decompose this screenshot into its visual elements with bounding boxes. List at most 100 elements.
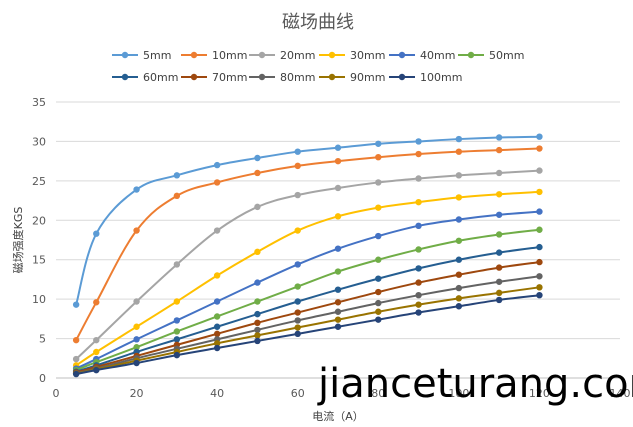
data-point <box>455 194 463 201</box>
series-20mm <box>72 167 543 363</box>
data-point <box>455 237 463 244</box>
y-tick-label: 15 <box>32 254 46 267</box>
data-point <box>173 261 181 268</box>
data-point <box>133 186 140 193</box>
y-tick-label: 35 <box>32 96 46 109</box>
data-point <box>334 308 342 315</box>
data-point <box>213 272 221 279</box>
data-point <box>495 191 503 198</box>
data-point <box>294 191 301 199</box>
data-point <box>173 317 181 324</box>
data-point <box>495 211 503 218</box>
y-tick-labels: 0 5 10 15 20 25 30 35 <box>32 96 46 385</box>
data-point <box>495 289 503 297</box>
data-point <box>133 298 140 305</box>
data-point <box>254 154 261 162</box>
data-point <box>173 172 181 179</box>
watermark-text: jianceturang.com <box>317 361 633 407</box>
data-point <box>93 299 100 306</box>
legend-item: 20mm <box>249 49 315 62</box>
legend-marker <box>190 73 198 81</box>
data-point <box>375 316 382 323</box>
data-point <box>415 198 422 206</box>
data-point <box>294 162 301 170</box>
y-tick-label: 30 <box>32 135 46 148</box>
legend-marker <box>190 51 198 59</box>
data-point <box>213 323 221 330</box>
data-point <box>254 169 261 177</box>
legend-item: 60mm <box>112 71 178 84</box>
legend-label: 80mm <box>280 71 315 84</box>
series-40mm <box>72 208 543 372</box>
data-point <box>536 188 543 196</box>
data-point <box>415 138 422 145</box>
data-point <box>495 169 503 177</box>
data-point <box>495 231 503 238</box>
data-point <box>294 227 301 234</box>
data-point <box>294 317 301 324</box>
data-point <box>455 216 463 223</box>
data-point <box>294 324 301 331</box>
data-point <box>294 330 301 338</box>
data-point <box>254 310 261 318</box>
legend-label: 40mm <box>420 49 455 62</box>
x-axis-title: 电流（A） <box>312 409 364 423</box>
data-point <box>536 243 543 251</box>
data-point <box>536 208 543 215</box>
data-point <box>415 292 422 299</box>
series-50mm <box>72 226 543 374</box>
data-point <box>415 301 422 308</box>
data-point <box>536 284 543 291</box>
data-point <box>133 323 140 330</box>
x-tick-label: 40 <box>210 387 224 400</box>
data-point <box>72 355 80 363</box>
x-tick-label: 80 <box>371 387 385 400</box>
legend-marker <box>121 73 129 81</box>
data-point <box>133 227 140 234</box>
data-point <box>415 265 422 272</box>
data-point <box>495 146 503 154</box>
data-point <box>254 319 261 326</box>
data-point <box>213 340 221 347</box>
legend-marker <box>258 51 266 59</box>
data-point <box>334 184 342 192</box>
data-point <box>455 303 463 310</box>
data-point <box>72 336 80 344</box>
data-point <box>415 309 422 316</box>
data-point <box>375 140 382 147</box>
data-point <box>294 261 301 268</box>
data-point <box>254 326 261 334</box>
series-5mm <box>72 133 543 308</box>
data-point <box>455 295 463 302</box>
x-tick-labels: 0 20 40 60 80 100 120 140 <box>53 387 631 400</box>
data-point <box>536 258 543 266</box>
data-point <box>375 288 382 296</box>
data-point <box>536 292 543 299</box>
legend-label: 50mm <box>489 49 524 62</box>
x-tick-label: 100 <box>448 387 469 400</box>
series-10mm <box>72 145 543 344</box>
data-point <box>536 273 543 280</box>
data-point <box>455 148 463 155</box>
legend-marker <box>121 51 129 59</box>
data-point <box>254 332 261 339</box>
data-point <box>133 336 140 343</box>
data-point <box>294 298 301 305</box>
data-point <box>72 370 80 378</box>
data-point <box>133 344 140 351</box>
data-point <box>133 359 140 367</box>
data-point <box>93 366 100 374</box>
data-point <box>415 222 422 230</box>
data-point <box>495 296 503 304</box>
data-point <box>173 192 181 200</box>
data-point <box>334 213 342 220</box>
legend-marker <box>258 73 266 81</box>
legend-label: 30mm <box>350 49 385 62</box>
data-point <box>536 167 543 174</box>
y-axis-title: 磁场强度KGS <box>11 207 25 274</box>
y-tick-label: 5 <box>39 333 46 346</box>
legend-label: 5mm <box>143 49 171 62</box>
x-tick-label: 120 <box>529 387 550 400</box>
data-point <box>213 161 221 169</box>
data-point <box>213 344 221 352</box>
